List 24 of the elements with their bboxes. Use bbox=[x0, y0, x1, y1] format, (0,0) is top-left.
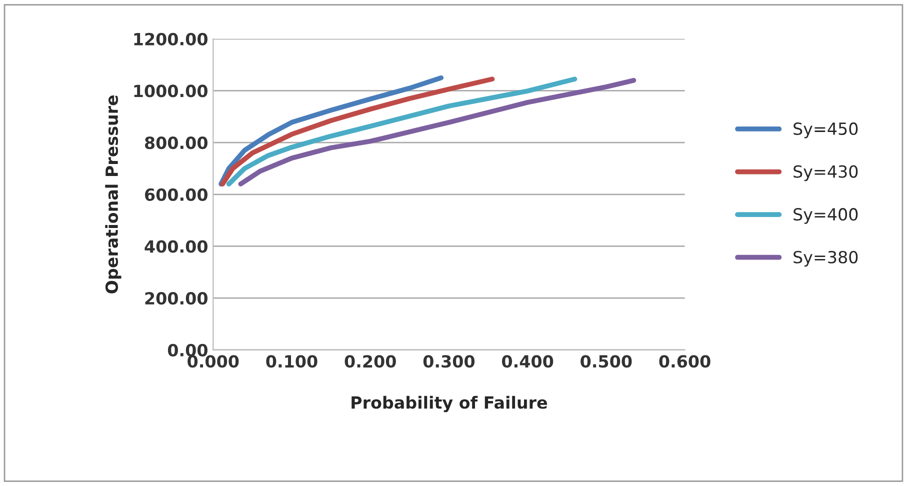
line-series bbox=[218, 75, 444, 186]
line-series bbox=[220, 76, 495, 186]
y-tick-label: 400.00 bbox=[144, 240, 208, 253]
x-tick-label: 0.600 bbox=[659, 355, 710, 368]
y-tick-label: 1200.00 bbox=[134, 32, 208, 46]
y-tick-label: 600.00 bbox=[145, 188, 208, 201]
x-tick-label: 0.500 bbox=[580, 355, 632, 368]
x-axis-title: Probability of Failure bbox=[352, 396, 548, 412]
y-tick-label: 800.00 bbox=[144, 136, 208, 150]
legend-label: Sy=380 bbox=[794, 250, 858, 267]
x-tick-label: 0.000 bbox=[188, 355, 239, 368]
y-tick-label: 1000.00 bbox=[134, 84, 208, 98]
legend-label: Sy=400 bbox=[794, 208, 858, 224]
x-tick-label: 0.200 bbox=[344, 355, 396, 368]
x-tick-label: 0.100 bbox=[266, 355, 318, 368]
line-series bbox=[238, 78, 636, 186]
x-tick-label: 0.300 bbox=[423, 355, 475, 368]
line-series bbox=[226, 76, 578, 186]
x-tick-label: 0.400 bbox=[502, 355, 554, 368]
legend-label: Sy=430 bbox=[794, 165, 858, 182]
y-axis-title: Operational Pressure bbox=[105, 95, 122, 294]
y-tick-label: 200.00 bbox=[145, 292, 208, 305]
legend-label: Sy=450 bbox=[794, 122, 858, 138]
y-tick-label: 0.00 bbox=[168, 344, 208, 356]
